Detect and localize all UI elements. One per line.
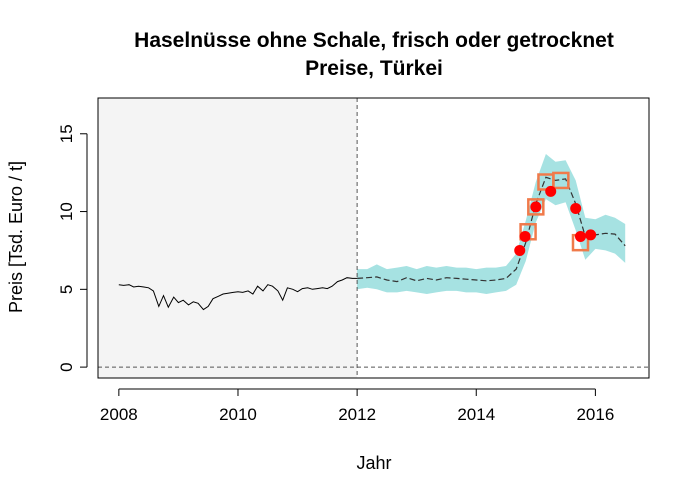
highlight-point [530, 201, 542, 213]
history-shading [98, 98, 358, 378]
y-tick-label: 10 [57, 202, 76, 221]
history-line [118, 277, 358, 311]
y-tick-label: 15 [57, 124, 76, 143]
x-tick-label: 2014 [457, 405, 495, 424]
chart-title: Haselnüsse ohne Schale, frisch oder getr… [134, 29, 614, 52]
y-tick-label: 5 [57, 285, 76, 294]
chart-subtitle: Preise, Türkei [305, 57, 443, 80]
x-tick-label: 2010 [219, 405, 257, 424]
highlight-point [519, 230, 531, 242]
highlight-point [545, 185, 557, 197]
forecast-line [357, 176, 626, 283]
highlight-point [514, 244, 526, 256]
y-tick-label: 0 [57, 362, 76, 371]
x-tick-label: 2008 [100, 405, 138, 424]
highlight-point [570, 202, 582, 214]
box-marker [527, 198, 545, 216]
plot-frame [97, 97, 650, 379]
plot-area: 2008 2010 2012 2014 2016 0 5 10 15 [57, 97, 650, 424]
x-axis-title: Jahr [356, 453, 391, 473]
x-tick-label: 2012 [338, 405, 376, 424]
forecast-band [357, 154, 626, 294]
y-axis-title: Preis [Tsd. Euro / t] [6, 161, 26, 313]
highlight-point [574, 230, 586, 242]
highlight-point [585, 229, 597, 241]
box-marker [552, 171, 570, 190]
x-tick-label: 2016 [576, 405, 614, 424]
